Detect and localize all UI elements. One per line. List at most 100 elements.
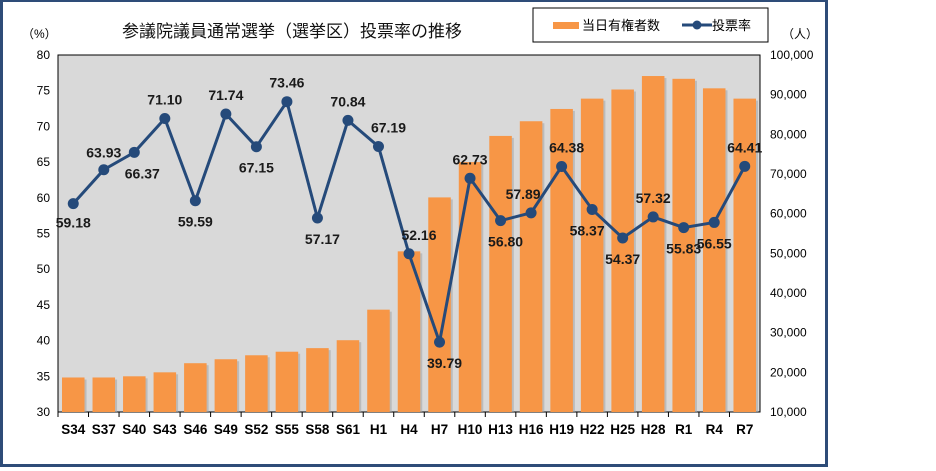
legend-bar-swatch — [553, 22, 579, 29]
bar-voters — [550, 108, 573, 413]
turnout-marker — [250, 141, 262, 153]
bar-voters — [397, 251, 421, 412]
right-tick-label: 40,000 — [770, 286, 807, 300]
turnout-marker — [739, 160, 751, 172]
category-label: S52 — [244, 422, 268, 437]
left-tick-label: 45 — [37, 298, 51, 312]
category-label: H22 — [580, 422, 605, 437]
bar-voters — [458, 162, 482, 412]
turnout-data-label: 55.83 — [666, 241, 701, 257]
right-tick-label: 70,000 — [770, 167, 807, 181]
turnout-marker — [708, 216, 720, 228]
turnout-data-label: 57.89 — [506, 186, 541, 202]
chart-title: 参議院議員通常選挙（選挙区）投票率の推移 — [122, 22, 462, 42]
chart-frame — [0, 0, 828, 467]
left-tick-label: 40 — [37, 334, 51, 348]
right-tick-label: 90,000 — [770, 88, 807, 102]
bar-voters — [92, 377, 116, 412]
turnout-marker — [464, 172, 476, 184]
turnout-data-label: 54.37 — [605, 251, 640, 267]
bar-voters — [641, 76, 665, 413]
bar-voters — [123, 376, 146, 412]
turnout-data-label: 67.19 — [371, 119, 406, 135]
legend-label-turnout: 投票率 — [712, 18, 751, 34]
turnout-data-label: 59.18 — [56, 215, 91, 231]
right-tick-label: 100,000 — [770, 48, 814, 62]
turnout-data-label: 70.84 — [330, 93, 365, 109]
right-tick-label: 10,000 — [770, 405, 807, 419]
turnout-data-label: 39.79 — [427, 355, 462, 371]
category-label: S49 — [214, 422, 238, 437]
category-label: H7 — [431, 422, 448, 437]
turnout-marker — [220, 108, 232, 120]
turnout-data-label: 52.16 — [401, 227, 436, 243]
bar-voters — [611, 89, 634, 412]
turnout-data-label: 64.41 — [727, 139, 762, 155]
turnout-data-label: 71.74 — [208, 87, 243, 103]
category-label: S37 — [92, 422, 116, 437]
bar-voters — [214, 359, 238, 412]
category-label: H25 — [610, 422, 635, 437]
turnout-marker — [189, 195, 201, 207]
turnout-marker — [281, 96, 293, 108]
turnout-marker — [98, 164, 110, 176]
bar-voters — [489, 135, 512, 413]
turnout-data-label: 66.37 — [125, 165, 160, 181]
bar-voters — [245, 355, 268, 412]
left-tick-label: 75 — [37, 84, 51, 98]
bar-voters — [62, 377, 85, 412]
turnout-marker — [647, 211, 659, 223]
legend-label-voters: 当日有権者数 — [582, 18, 660, 34]
bar-voters — [428, 197, 451, 412]
turnout-data-label: 57.17 — [305, 231, 340, 247]
turnout-marker — [128, 146, 140, 158]
legend-marker-icon — [692, 20, 702, 30]
turnout-marker — [159, 113, 171, 125]
right-tick-label: 30,000 — [770, 326, 807, 340]
turnout-data-label: 71.10 — [147, 92, 182, 108]
turnout-data-label: 58.37 — [570, 222, 605, 238]
bar-voters — [580, 98, 604, 412]
left-tick-label: 30 — [37, 405, 51, 419]
bar-voters — [367, 309, 390, 412]
category-label: S34 — [61, 422, 86, 437]
left-tick-label: 50 — [37, 262, 51, 276]
turnout-data-label: 56.55 — [697, 235, 732, 251]
turnout-data-label: 73.46 — [269, 75, 304, 91]
turnout-marker — [586, 203, 598, 215]
bar-voters — [519, 121, 543, 412]
left-tick-label: 60 — [37, 191, 51, 205]
left-tick-label: 55 — [37, 227, 51, 241]
left-tick-label: 70 — [37, 119, 51, 133]
right-tick-label: 50,000 — [770, 246, 807, 260]
right-tick-label: 20,000 — [770, 365, 807, 379]
category-label: R7 — [736, 422, 753, 437]
legend: 当日有権者数 投票率 — [532, 7, 769, 43]
turnout-marker — [556, 161, 568, 173]
left-axis-unit: （%） — [22, 27, 57, 41]
bar-voters — [153, 372, 177, 412]
turnout-data-label: 64.38 — [549, 140, 584, 156]
turnout-marker — [67, 198, 79, 210]
turnout-data-label: 56.80 — [488, 234, 523, 250]
turnout-marker — [525, 207, 537, 219]
category-label: H28 — [641, 422, 666, 437]
turnout-marker — [342, 114, 354, 126]
bar-voters — [275, 351, 299, 412]
turnout-marker — [678, 222, 690, 234]
bar-voters — [702, 88, 726, 412]
turnout-marker — [403, 248, 415, 260]
turnout-marker — [311, 212, 323, 224]
turnout-data-label: 63.93 — [86, 145, 121, 161]
bar-voters — [306, 348, 329, 412]
turnout-marker — [617, 232, 629, 244]
turnout-data-label: 62.73 — [453, 151, 488, 167]
category-label: H16 — [519, 422, 544, 437]
right-tick-label: 60,000 — [770, 207, 807, 221]
category-label: H1 — [370, 422, 388, 437]
right-axis-unit: （人） — [782, 27, 818, 41]
turnout-marker — [434, 336, 446, 348]
turnout-marker — [495, 215, 507, 227]
